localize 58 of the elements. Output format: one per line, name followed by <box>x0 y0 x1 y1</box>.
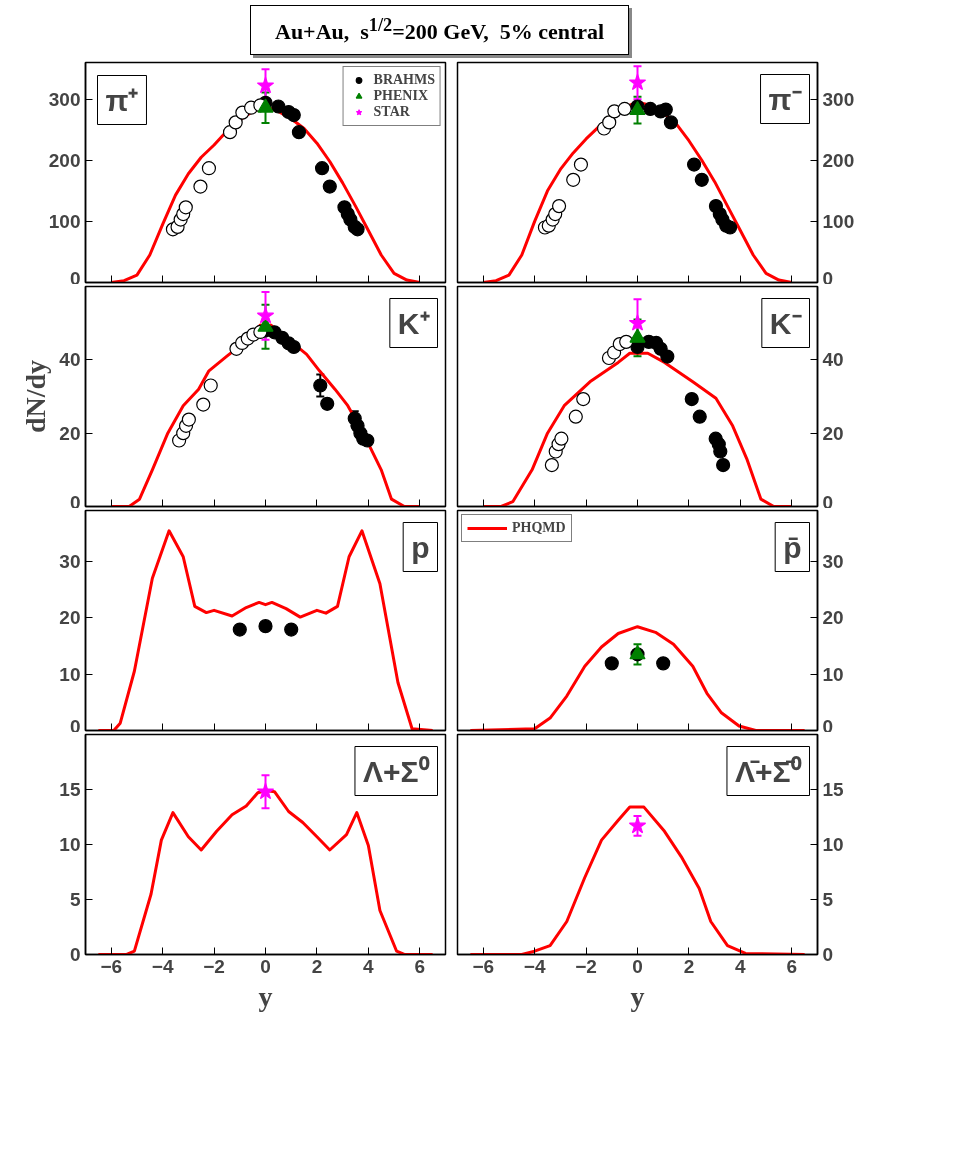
y-tick-label: 10 <box>59 663 81 685</box>
x-tick-label: −6 <box>472 955 495 977</box>
annotation: π⁺ <box>105 83 139 117</box>
y-axis-title: dN/dy <box>20 359 52 433</box>
y-tick-label: 0 <box>822 267 834 289</box>
x-tick-label: −4 <box>523 955 546 977</box>
annotation: π⁻ <box>768 82 802 116</box>
x-axis-title: y <box>630 980 645 1012</box>
y-tick-label: 30 <box>822 550 844 572</box>
annotation: K⁻ <box>769 306 802 340</box>
y-tick-label: 100 <box>822 210 855 232</box>
legend-label: STAR <box>373 103 410 120</box>
x-tick-label: 6 <box>786 955 798 977</box>
y-tick-label: 20 <box>59 606 81 628</box>
y-tick-label: 30 <box>59 550 81 572</box>
y-tick-label: 0 <box>69 491 81 513</box>
y-tick-label: 10 <box>822 833 844 855</box>
y-tick-label: 5 <box>69 888 81 910</box>
y-tick-label: 15 <box>59 778 81 800</box>
x-tick-label: −6 <box>100 955 123 977</box>
chart-title: Au+Au, s$^{1/2}$=200 GeV, 5% central <box>250 5 630 55</box>
y-tick-label: 200 <box>48 149 81 171</box>
x-tick-label: 4 <box>735 955 747 977</box>
y-tick-label: 20 <box>59 422 81 444</box>
y-tick-label: 15 <box>822 778 845 800</box>
x-tick-label: 2 <box>311 955 323 977</box>
y-tick-label: 20 <box>822 422 844 444</box>
x-tick-label: −4 <box>151 955 174 977</box>
annotation: K⁺ <box>397 306 430 340</box>
x-tick-label: −2 <box>203 955 225 977</box>
y-tick-label: 40 <box>59 349 81 371</box>
x-tick-label: 2 <box>683 955 695 977</box>
x-tick-label: 6 <box>414 955 426 977</box>
x-tick-label: −2 <box>575 955 597 977</box>
y-tick-label: 0 <box>69 267 81 289</box>
x-axis-title: y <box>258 980 273 1012</box>
annotation: p̄ <box>783 530 802 564</box>
annotation: Λ+Σ⁰ <box>362 754 430 788</box>
y-tick-label: 300 <box>48 88 81 110</box>
y-tick-label: 10 <box>59 833 81 855</box>
y-tick-label: 200 <box>822 149 855 171</box>
y-tick-label: 20 <box>822 606 844 628</box>
y-tick-label: 5 <box>822 888 834 910</box>
y-tick-label: 10 <box>822 663 844 685</box>
y-tick-label: 0 <box>69 715 81 737</box>
legend-label: BRAHMS <box>373 71 435 88</box>
y-tick-label: 100 <box>48 210 81 232</box>
y-tick-label: 40 <box>822 349 844 371</box>
annotation: Λ̄+Σ̄⁰ <box>734 754 802 788</box>
legend-label: PHQMD <box>512 519 566 536</box>
y-tick-label: 0 <box>822 491 834 513</box>
x-tick-label: 0 <box>260 955 271 977</box>
x-tick-label: 4 <box>363 955 375 977</box>
annotation: p <box>411 530 430 564</box>
legend-label: PHENIX <box>373 87 428 104</box>
y-tick-label: 300 <box>822 88 855 110</box>
x-tick-label: 0 <box>632 955 643 977</box>
y-tick-label: 0 <box>822 715 834 737</box>
